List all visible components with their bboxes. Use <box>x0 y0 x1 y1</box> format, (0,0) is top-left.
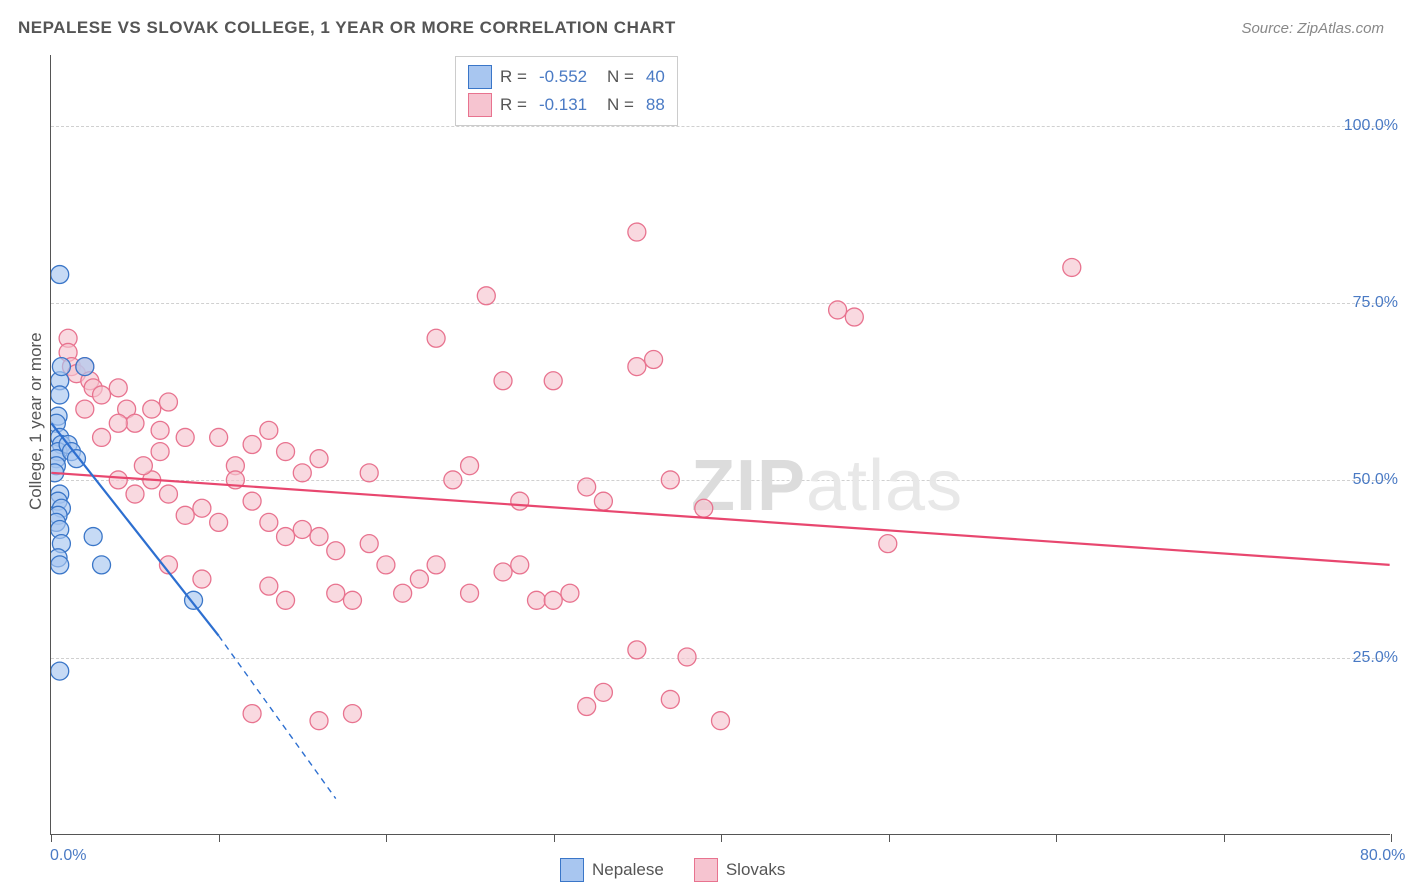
legend-row-slovaks: R = -0.131 N = 88 <box>468 91 665 119</box>
correlation-legend: R = -0.552 N = 40 R = -0.131 N = 88 <box>455 56 678 126</box>
x-tick-label: 80.0% <box>1360 847 1405 865</box>
r-value: -0.552 <box>539 67 599 87</box>
series-label: Nepalese <box>592 860 664 880</box>
legend-row-nepalese: R = -0.552 N = 40 <box>468 63 665 91</box>
scatter-chart <box>51 55 1390 834</box>
series-legend: Nepalese Slovaks <box>560 858 785 882</box>
legend-item-slovaks: Slovaks <box>694 858 786 882</box>
chart-title: NEPALESE VS SLOVAK COLLEGE, 1 YEAR OR MO… <box>18 18 676 38</box>
swatch-slovaks <box>694 858 718 882</box>
source-label: Source: ZipAtlas.com <box>1241 20 1384 37</box>
n-value: 88 <box>646 95 665 115</box>
legend-item-nepalese: Nepalese <box>560 858 664 882</box>
series-label: Slovaks <box>726 860 786 880</box>
n-label: N = <box>607 95 634 115</box>
swatch-slovaks <box>468 93 492 117</box>
n-label: N = <box>607 67 634 87</box>
plot-area: ZIPatlas <box>50 55 1390 835</box>
y-axis-title: College, 1 year or more <box>26 332 46 510</box>
r-label: R = <box>500 67 527 87</box>
swatch-nepalese <box>468 65 492 89</box>
x-tick-label: 0.0% <box>50 847 86 865</box>
r-label: R = <box>500 95 527 115</box>
r-value: -0.131 <box>539 95 599 115</box>
swatch-nepalese <box>560 858 584 882</box>
n-value: 40 <box>646 67 665 87</box>
